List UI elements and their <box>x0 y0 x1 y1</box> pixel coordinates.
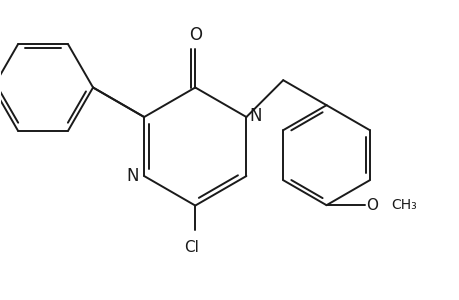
Text: N: N <box>249 106 262 124</box>
Text: CH₃: CH₃ <box>390 198 416 212</box>
Text: Cl: Cl <box>184 240 199 255</box>
Text: O: O <box>365 198 377 213</box>
Text: O: O <box>188 26 202 44</box>
Text: N: N <box>126 167 138 185</box>
